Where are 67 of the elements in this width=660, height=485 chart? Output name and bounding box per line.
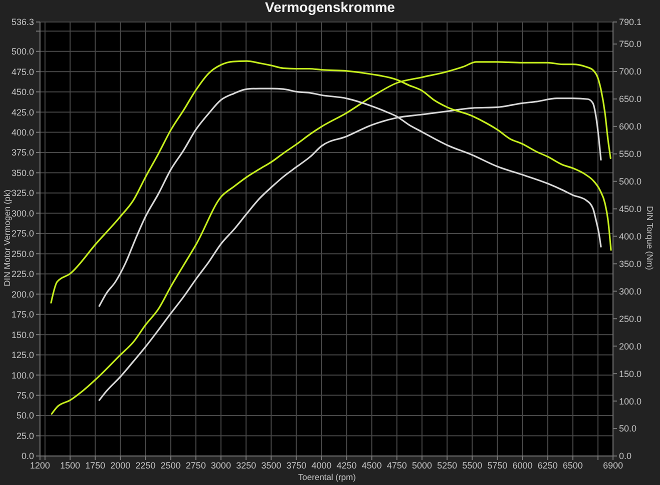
y2-axis-title: DIN Torque (Nm) [645,206,655,270]
x-axis-title: Toerental (rpm) [298,472,356,482]
y-tick-label: 400.0 [11,127,34,138]
x-tick-label: 6250 [538,460,558,470]
y-tick-label: 200.0 [11,289,34,300]
x-tick-label: 6500 [562,460,583,470]
y-axis-title: DIN Motor Vermogen (pk) [2,190,12,286]
y-tick-label: 150.0 [11,330,34,340]
x-tick-label: 5000 [412,460,432,470]
y2-tick-label: 500.0 [619,176,642,187]
x-tick-label: 5750 [487,460,508,470]
y-tick-label: 100.0 [11,370,34,380]
y2-tick-label: 150.0 [619,368,642,379]
x-tick-label: 4500 [362,460,382,470]
y-tick-label: 375.0 [11,148,34,158]
y-tick-label: 450.0 [11,87,34,98]
y2-tick-label: 550.0 [619,149,642,160]
y-tick-label: 175.0 [11,310,34,320]
y-tick-label: 250.0 [11,248,34,259]
x-tick-label: 4750 [386,460,407,470]
y2-tick-label: 100.0 [619,396,642,406]
y-tick-label: 325.0 [11,188,34,198]
x-tick-label: 5500 [462,460,482,470]
x-tick-label: 4000 [311,460,332,470]
y-tick-label: 50.0 [16,410,34,421]
y-tick-label: 225.0 [11,269,34,280]
y-tick-label: 300.0 [11,208,34,218]
y-tick-label: 350.0 [11,168,34,178]
y-tick-label: 536.3 [11,17,34,28]
y-tick-label: 0.0 [21,451,34,462]
x-tick-label: 3750 [286,460,306,470]
x-tick-label: 2500 [160,460,181,470]
y-tick-label: 500.0 [11,46,34,57]
chart-title: Vermogenskromme [264,0,396,15]
y2-tick-label: 50.0 [619,424,637,434]
y-tick-label: 275.0 [11,228,34,239]
x-tick-label: 2750 [186,460,206,470]
x-tick-label: 3250 [236,460,256,470]
y-tick-label: 25.0 [16,430,34,441]
y-tick-label: 475.0 [11,66,34,77]
y-tick-label: 75.0 [16,390,34,400]
y2-tick-label: 650.0 [619,94,642,104]
y2-tick-label: 350.0 [619,258,642,269]
y2-tick-label: 250.0 [619,314,642,324]
x-tick-label: 6900 [602,460,624,470]
y-tick-label: 425.0 [11,107,34,118]
line-series [50,61,612,415]
x-tick-label: 2000 [110,460,130,470]
y2-tick-label: 700.0 [619,66,642,77]
y2-tick-label: 300.0 [619,286,642,296]
x-tick-label: 3000 [210,460,231,470]
x-tick-label: 5250 [437,460,458,470]
y2-tick-label: 750.0 [619,39,642,50]
x-tick-label: 1750 [85,460,106,470]
x-tick-label: 1200 [30,460,50,470]
y2-tick-label: 790.1 [619,17,642,28]
y2-tick-label: 0.0 [619,451,632,462]
x-tick-label: 3500 [261,460,282,470]
y2-tick-label: 450.0 [619,204,642,214]
y2-tick-label: 200.0 [619,341,642,352]
x-tick-label: 1500 [60,460,80,470]
x-tick-label: 6000 [512,460,533,470]
x-tick-label: 2250 [136,460,156,470]
x-tick-label: 4250 [336,460,357,470]
y-tick-label: 125.0 [11,350,34,360]
y2-tick-label: 400.0 [619,231,642,242]
y2-tick-label: 600.0 [619,122,642,132]
